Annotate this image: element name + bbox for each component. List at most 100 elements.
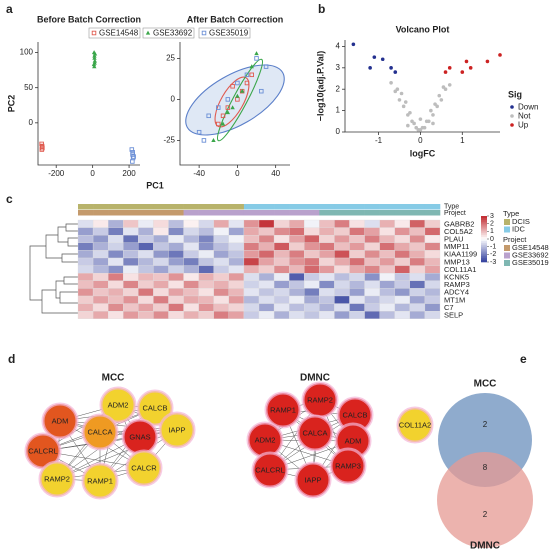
heat-cell bbox=[123, 273, 139, 281]
row-label: GABRB2 bbox=[444, 219, 474, 228]
heat-cell bbox=[394, 242, 410, 251]
heat-cell bbox=[394, 280, 410, 289]
heat-cell bbox=[168, 227, 184, 236]
type-annotation bbox=[274, 204, 290, 210]
heat-cell bbox=[334, 235, 350, 243]
heat-cell bbox=[243, 219, 260, 228]
legend-swatch bbox=[504, 260, 510, 266]
heat-cell bbox=[108, 295, 124, 304]
heat-cell bbox=[409, 311, 426, 319]
point bbox=[498, 53, 502, 57]
heat-cell bbox=[289, 303, 305, 312]
heat-cell bbox=[153, 311, 169, 319]
heat-cell bbox=[319, 303, 335, 312]
heat-cell bbox=[77, 265, 94, 274]
node-label: ADM2 bbox=[108, 400, 129, 409]
heat-cell bbox=[228, 280, 245, 289]
heat-cell bbox=[228, 303, 245, 312]
heat-cell bbox=[228, 242, 245, 251]
node-label: CALCRL bbox=[28, 446, 58, 455]
heat-cell bbox=[258, 288, 275, 297]
project-annotation bbox=[259, 210, 275, 216]
heat-cell bbox=[424, 280, 441, 289]
heat-cell bbox=[213, 227, 229, 236]
heat-cell bbox=[273, 242, 290, 251]
heat-cell bbox=[153, 288, 169, 297]
heat-cell bbox=[77, 242, 94, 251]
heat-cell bbox=[77, 235, 94, 243]
heat-cell bbox=[138, 280, 154, 289]
venn-set bbox=[437, 452, 533, 548]
heat-cell bbox=[168, 303, 184, 312]
heat-cell bbox=[168, 288, 184, 297]
heat-cell bbox=[409, 273, 426, 281]
x-tick-label: 200 bbox=[122, 169, 136, 178]
legend-label: Down bbox=[518, 103, 538, 112]
axes bbox=[179, 42, 290, 166]
y-axis-label: −log10(adj.P.Val) bbox=[315, 51, 325, 122]
heat-cell bbox=[409, 242, 426, 251]
panel-label: b bbox=[318, 2, 325, 16]
point bbox=[443, 70, 448, 74]
heat-cell bbox=[228, 235, 245, 243]
heat-cell bbox=[364, 288, 380, 297]
row-label: KIAA1199 bbox=[444, 250, 477, 259]
point bbox=[399, 91, 404, 96]
point bbox=[230, 84, 235, 89]
heat-cell bbox=[304, 311, 320, 319]
heat-cell bbox=[258, 303, 275, 312]
heat-cell bbox=[138, 288, 154, 297]
type-annotation bbox=[334, 204, 350, 210]
heat-cell bbox=[394, 257, 410, 266]
point bbox=[254, 56, 259, 61]
colorbar-segment bbox=[481, 216, 487, 219]
row-label: KCNK5 bbox=[444, 272, 469, 281]
row-label: COL5A2 bbox=[444, 227, 473, 236]
heat-cell bbox=[198, 265, 214, 274]
colorbar-label: 1 bbox=[490, 228, 494, 235]
legend-title: Type bbox=[503, 209, 519, 218]
point bbox=[397, 98, 402, 102]
project-annotation bbox=[289, 210, 305, 216]
legend-swatch bbox=[504, 226, 510, 233]
heat-cell bbox=[183, 242, 199, 251]
project-annotation bbox=[274, 210, 290, 216]
heat-cell bbox=[138, 311, 154, 319]
heat-cell bbox=[92, 265, 109, 274]
heat-cell bbox=[243, 242, 260, 251]
heat-cell bbox=[334, 250, 350, 259]
colorbar-segment bbox=[481, 219, 487, 223]
heat-cell bbox=[108, 311, 124, 319]
heat-cell bbox=[379, 273, 395, 281]
heat-cell bbox=[243, 295, 260, 304]
heat-cell bbox=[138, 273, 154, 281]
y-tick-label: 50 bbox=[24, 83, 33, 92]
heat-cell bbox=[77, 303, 94, 312]
point bbox=[431, 113, 435, 117]
colorbar-segment bbox=[481, 229, 487, 232]
heat-cell bbox=[379, 250, 395, 259]
point bbox=[406, 123, 410, 128]
heat-cell bbox=[243, 265, 260, 274]
type-annotation bbox=[228, 204, 245, 210]
project-annotation bbox=[183, 210, 199, 216]
heat-cell bbox=[258, 273, 275, 281]
heat-cell bbox=[304, 295, 320, 304]
row-label: C7 bbox=[444, 303, 454, 312]
venn-label: MCC bbox=[474, 379, 497, 390]
project-annotation bbox=[123, 210, 139, 216]
heat-cell bbox=[364, 303, 380, 312]
heat-cell bbox=[319, 257, 335, 266]
node-label: CALCA bbox=[302, 428, 327, 437]
heat-cell bbox=[198, 303, 214, 312]
point bbox=[403, 100, 408, 104]
point bbox=[235, 80, 240, 86]
project-annotation bbox=[319, 210, 335, 216]
panel-label: d bbox=[8, 352, 15, 366]
point bbox=[239, 88, 245, 93]
axes bbox=[344, 40, 500, 133]
legend-swatch bbox=[145, 30, 151, 35]
point bbox=[254, 51, 259, 56]
y-tick-label: 3 bbox=[336, 63, 341, 72]
